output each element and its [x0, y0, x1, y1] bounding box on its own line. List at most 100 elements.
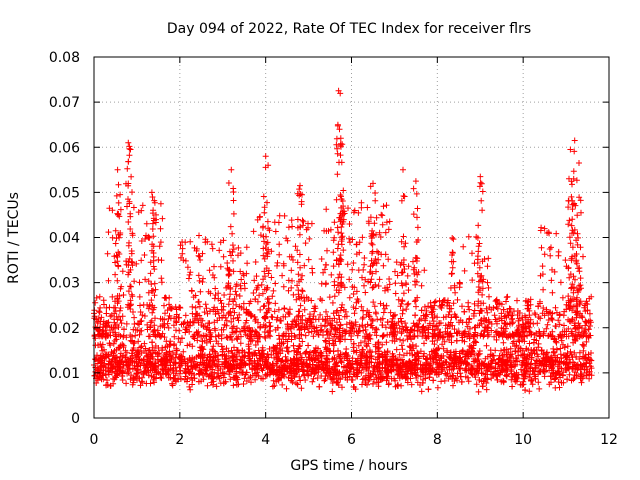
data-point [279, 272, 286, 279]
data-point [188, 363, 195, 370]
data-point [321, 323, 328, 330]
data-point [139, 202, 146, 209]
data-point [330, 342, 337, 349]
data-point [580, 347, 587, 354]
data-point [125, 242, 132, 249]
data-point [244, 260, 251, 267]
data-point [530, 320, 537, 327]
data-point [115, 199, 122, 206]
data-point [221, 292, 228, 298]
data-point [247, 374, 254, 380]
data-point [567, 348, 574, 355]
data-point [127, 146, 134, 153]
data-point [163, 350, 170, 357]
data-point [112, 374, 119, 380]
data-point [372, 190, 379, 196]
data-point [138, 238, 145, 244]
data-point [379, 353, 386, 360]
data-point [449, 270, 455, 277]
y-tick-label: 0.06 [49, 140, 80, 156]
data-point [162, 362, 169, 368]
data-point [331, 355, 338, 362]
data-point [538, 347, 545, 353]
data-point [239, 353, 246, 360]
data-point [425, 360, 432, 367]
data-point [371, 220, 378, 227]
data-point [564, 376, 571, 383]
data-point [147, 351, 154, 358]
data-point [523, 345, 530, 352]
data-point [136, 375, 143, 382]
data-point [210, 381, 216, 388]
data-point [250, 290, 257, 296]
data-point [138, 343, 145, 350]
data-point [561, 322, 567, 329]
data-point [496, 331, 503, 338]
data-point [272, 228, 279, 235]
data-point [135, 348, 142, 355]
data-point [463, 360, 470, 367]
data-point [120, 292, 127, 298]
data-point [411, 367, 418, 374]
data-point [465, 378, 472, 385]
data-point [282, 353, 289, 360]
data-point [276, 336, 283, 343]
data-point [410, 211, 417, 218]
data-point [296, 373, 303, 380]
data-point [213, 383, 220, 390]
data-point [378, 211, 385, 218]
data-point [480, 378, 487, 385]
data-point [370, 299, 377, 306]
data-point [134, 363, 140, 370]
data-point [363, 342, 370, 349]
data-point [217, 263, 224, 270]
data-point [143, 220, 150, 227]
data-point [141, 340, 148, 347]
data-point [257, 306, 264, 313]
data-point [210, 354, 217, 361]
data-point [137, 328, 144, 334]
data-point [456, 355, 463, 362]
data-point [484, 353, 491, 360]
data-point [484, 309, 491, 316]
data-point [197, 359, 204, 366]
data-point [379, 376, 386, 383]
data-point [218, 343, 225, 350]
data-point [583, 363, 590, 370]
data-point [328, 376, 335, 382]
data-point [380, 332, 387, 339]
data-point [572, 325, 579, 332]
data-point [182, 360, 189, 367]
data-point [379, 212, 386, 219]
data-point [225, 348, 232, 355]
data-point [152, 315, 158, 322]
data-point [323, 355, 330, 362]
data-point [222, 360, 229, 367]
data-point [215, 310, 222, 317]
x-tick-label: 0 [90, 432, 99, 448]
data-point [353, 288, 360, 295]
data-point [157, 370, 164, 377]
data-point [299, 272, 306, 279]
data-point [446, 363, 453, 370]
data-point [211, 295, 218, 302]
data-point [187, 386, 194, 393]
data-point [158, 358, 165, 365]
data-point [195, 272, 202, 279]
data-point [114, 166, 121, 173]
data-point [398, 342, 405, 349]
data-point [110, 350, 117, 357]
data-point [440, 345, 447, 352]
data-point [412, 312, 419, 319]
data-point [576, 268, 583, 275]
data-point [333, 196, 340, 203]
data-point [177, 305, 184, 311]
data-point [476, 350, 483, 357]
data-point [209, 347, 216, 354]
data-point [544, 349, 550, 356]
data-point [394, 381, 401, 388]
data-point [519, 337, 526, 344]
data-point [577, 366, 584, 372]
data-point [208, 241, 215, 248]
data-point [401, 193, 408, 200]
